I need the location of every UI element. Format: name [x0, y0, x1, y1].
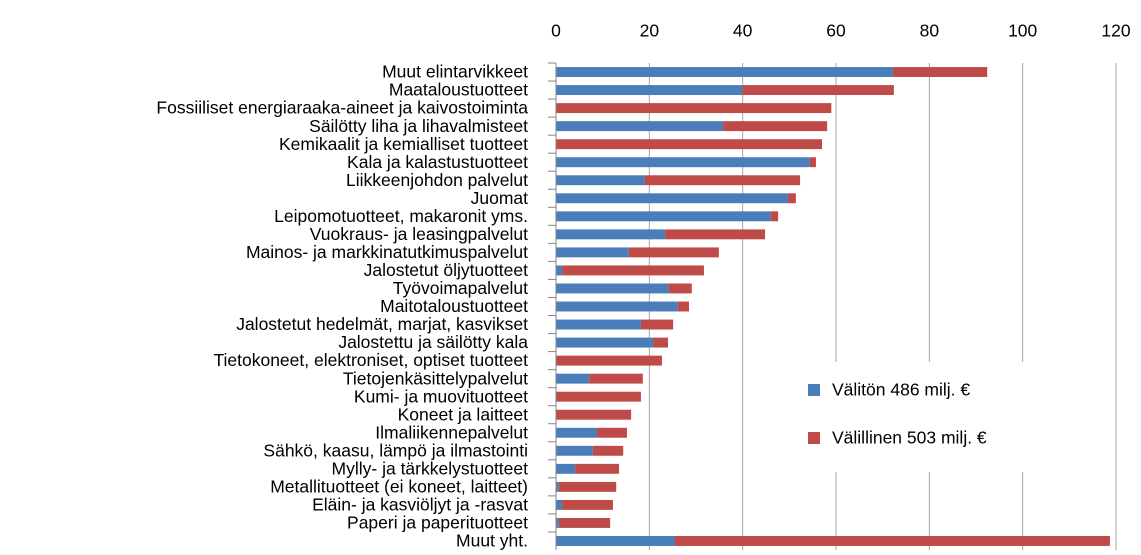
y-tick-label: Maataloustuotteet — [389, 80, 528, 100]
bar-segment — [809, 157, 816, 168]
bar-segment — [556, 499, 563, 510]
y-tick-label: Muut elintarvikkeet — [382, 62, 528, 82]
bar-segment — [558, 517, 611, 528]
x-tick-label: 60 — [826, 21, 846, 41]
y-tick-label: Tietojenkäsittelypalvelut — [343, 368, 528, 388]
bar-segment — [556, 175, 645, 186]
x-tick-label: 80 — [920, 21, 940, 41]
y-tick-label: Jalostettu ja säilötty kala — [338, 332, 528, 352]
y-tick-label: Ilmaliikennepalvelut — [375, 422, 528, 442]
y-tick-label: Muut yht. — [456, 531, 528, 550]
bar-segment — [556, 301, 678, 312]
bar-segment — [556, 319, 641, 330]
bar-segment — [556, 121, 724, 132]
bar-segment — [787, 193, 796, 204]
bar-segment — [556, 409, 632, 420]
bar-segment — [592, 445, 624, 456]
y-tick-label: Jalostetut öljytuotteet — [364, 260, 529, 280]
bar-segment — [556, 193, 788, 204]
legend-swatch — [808, 432, 820, 444]
legend-box — [772, 362, 1062, 472]
bar-segment — [562, 499, 613, 510]
bar-segment — [556, 373, 590, 384]
x-tick-label: 20 — [640, 21, 660, 41]
bar-segment — [556, 463, 576, 474]
bar-segment — [892, 67, 988, 77]
bar-segment — [556, 427, 598, 438]
bar-segment — [770, 211, 779, 222]
bar-segment — [556, 67, 893, 77]
y-tick-label: Liikkeenjohdon palvelut — [346, 170, 528, 190]
bar-segment — [653, 337, 668, 348]
bar-segment — [628, 247, 719, 258]
legend-label: Välitön 486 milj. € — [832, 380, 970, 400]
x-tick-label: 100 — [1008, 21, 1037, 41]
bar-segment — [556, 265, 563, 276]
bar-segment — [556, 229, 666, 240]
bar-segment — [589, 373, 643, 384]
bar-segment — [556, 157, 810, 168]
bar-segment — [640, 319, 674, 330]
y-tick-label: Mylly- ja tärkkelystuotteet — [332, 458, 529, 478]
y-tick-label: Kala ja kalastustuotteet — [347, 152, 528, 172]
bar-segment — [668, 283, 692, 294]
bar-segment — [556, 247, 629, 258]
bar-segment — [677, 301, 689, 312]
y-tick-label: Vuokraus- ja leasingpalvelut — [310, 224, 528, 244]
x-tick-label: 0 — [551, 21, 561, 41]
bar-segment — [742, 85, 894, 96]
bar-segment — [562, 265, 704, 276]
bar-segment — [723, 121, 828, 132]
y-tick-label: Kumi- ja muovituotteet — [354, 386, 528, 406]
bar-segment — [556, 103, 832, 114]
bar-segment — [556, 85, 743, 96]
y-tick-label: Työvoimapalvelut — [393, 278, 528, 298]
y-tick-label: Koneet ja laitteet — [398, 404, 529, 424]
y-tick-label: Eläin- ja kasviöljyt ja -rasvat — [312, 495, 528, 515]
x-tick-label: 40 — [733, 21, 753, 41]
bar-segment — [556, 445, 593, 456]
legend-label: Välillinen 503 milj. € — [832, 428, 987, 448]
y-tick-label: Paperi ja paperituotteet — [347, 513, 528, 533]
y-tick-label: Säilötty liha ja lihavalmisteet — [309, 116, 528, 136]
y-tick-label: Metallituotteet (ei koneet, laitteet) — [270, 476, 528, 496]
x-tick-label: 120 — [1101, 21, 1130, 41]
bar-segment — [556, 481, 559, 492]
bar-segment — [556, 283, 669, 294]
y-tick-label: Juomat — [471, 188, 529, 208]
bar-segment — [675, 536, 1110, 546]
y-tick-label: Leipomotuotteet, makaronit yms. — [274, 206, 528, 226]
bar-segment — [644, 175, 801, 186]
legend-swatch — [808, 384, 820, 396]
bar-segment — [665, 229, 766, 240]
y-tick-label: Jalostetut hedelmät, marjat, kasvikset — [236, 314, 528, 334]
bar-segment — [556, 517, 559, 528]
bar-segment — [556, 211, 771, 222]
y-tick-label: Maitotaloustuotteet — [380, 296, 528, 316]
bar-segment — [556, 337, 654, 348]
y-tick-label: Mainos- ja markkinatutkimuspalvelut — [246, 242, 528, 262]
bar-segment — [597, 427, 627, 438]
y-tick-label: Kemikaalit ja kemialliset tuotteet — [279, 134, 528, 154]
y-tick-label: Tietokoneet, elektroniset, optiset tuott… — [213, 350, 528, 370]
legend: Välitön 486 milj. € Välillinen 503 milj. … — [772, 362, 1062, 472]
y-tick-label: Fossiiliset energiaraaka-aineet ja kaivo… — [156, 98, 528, 118]
bar-segment — [558, 481, 617, 492]
bar-segment — [556, 536, 675, 546]
bar-segment — [556, 355, 662, 366]
bar-segment — [556, 139, 822, 150]
bar-segment — [556, 391, 641, 402]
bar-segment — [575, 463, 619, 474]
y-tick-label: Sähkö, kaasu, lämpö ja ilmastointi — [263, 440, 528, 460]
